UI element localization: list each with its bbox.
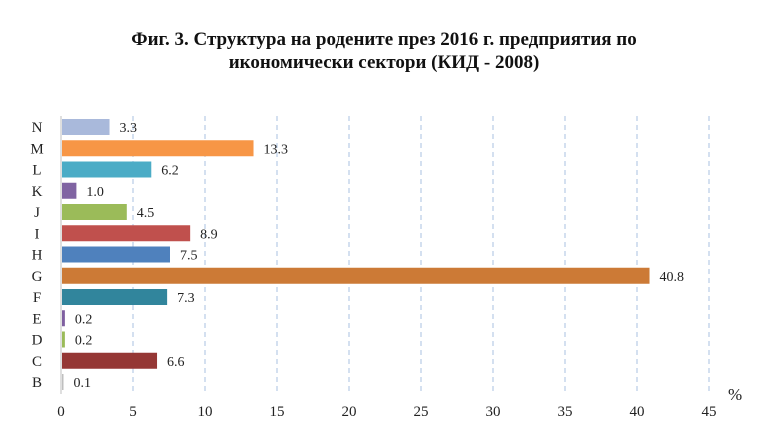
x-tick-label: 5 bbox=[129, 404, 137, 420]
chart-title-line-2: икономически сектори (КИД - 2008) bbox=[228, 52, 540, 73]
data-label-L: 6.2 bbox=[161, 164, 179, 179]
y-tick-label: F bbox=[33, 290, 41, 306]
chart-title: Фиг. 3. Структура на родените през 2016 … bbox=[0, 28, 768, 74]
bar-F bbox=[62, 289, 168, 305]
bar-G bbox=[62, 267, 650, 284]
bar-N bbox=[62, 119, 110, 135]
y-tick-label: G bbox=[32, 269, 43, 285]
y-tick-label: C bbox=[32, 354, 42, 370]
x-tick-label: 20 bbox=[342, 404, 357, 420]
x-tick-label: 45 bbox=[702, 404, 717, 420]
x-tick-label: 0 bbox=[57, 404, 65, 420]
x-tick-label: 30 bbox=[486, 404, 501, 420]
y-tick-label: N bbox=[32, 120, 43, 136]
bar-C bbox=[62, 352, 158, 369]
data-label-F: 7.3 bbox=[177, 291, 195, 306]
y-tick-label: L bbox=[32, 163, 41, 179]
y-tick-label: M bbox=[30, 141, 43, 157]
y-tick-label: K bbox=[32, 184, 43, 200]
data-label-H: 7.5 bbox=[180, 249, 198, 264]
bar-B bbox=[62, 374, 64, 390]
y-tick-label: B bbox=[32, 375, 42, 391]
bar-I bbox=[62, 225, 191, 242]
x-axis-unit: % bbox=[728, 385, 742, 404]
y-tick-label: J bbox=[34, 205, 40, 221]
data-label-J: 4.5 bbox=[137, 206, 155, 221]
data-label-I: 8.9 bbox=[200, 227, 218, 242]
data-label-C: 6.6 bbox=[167, 355, 185, 370]
y-tick-label: D bbox=[32, 333, 43, 349]
bar-J bbox=[62, 204, 127, 220]
x-tick-label: 35 bbox=[558, 404, 573, 420]
bar-E bbox=[62, 310, 65, 327]
y-tick-label: H bbox=[32, 248, 43, 264]
data-label-K: 1.0 bbox=[86, 185, 104, 200]
bar-D bbox=[62, 331, 65, 348]
bar-K bbox=[62, 182, 77, 199]
data-label-G: 40.8 bbox=[660, 270, 685, 285]
bar-L bbox=[62, 161, 152, 178]
data-label-E: 0.2 bbox=[75, 312, 93, 327]
x-tick-label: 10 bbox=[198, 404, 213, 420]
x-tick-label: 25 bbox=[414, 404, 429, 420]
data-label-D: 0.2 bbox=[75, 334, 93, 349]
x-tick-label: 40 bbox=[630, 404, 645, 420]
x-tick-label: 15 bbox=[270, 404, 285, 420]
y-tick-label: E bbox=[32, 311, 41, 327]
data-label-B: 0.1 bbox=[74, 376, 92, 391]
chart-title-line-1: Фиг. 3. Структура на родените през 2016 … bbox=[131, 29, 637, 50]
data-label-M: 13.3 bbox=[264, 142, 289, 157]
y-tick-label: I bbox=[35, 226, 40, 242]
data-label-N: 3.3 bbox=[120, 121, 137, 136]
bar-M bbox=[62, 140, 254, 157]
bar-H bbox=[62, 246, 170, 263]
